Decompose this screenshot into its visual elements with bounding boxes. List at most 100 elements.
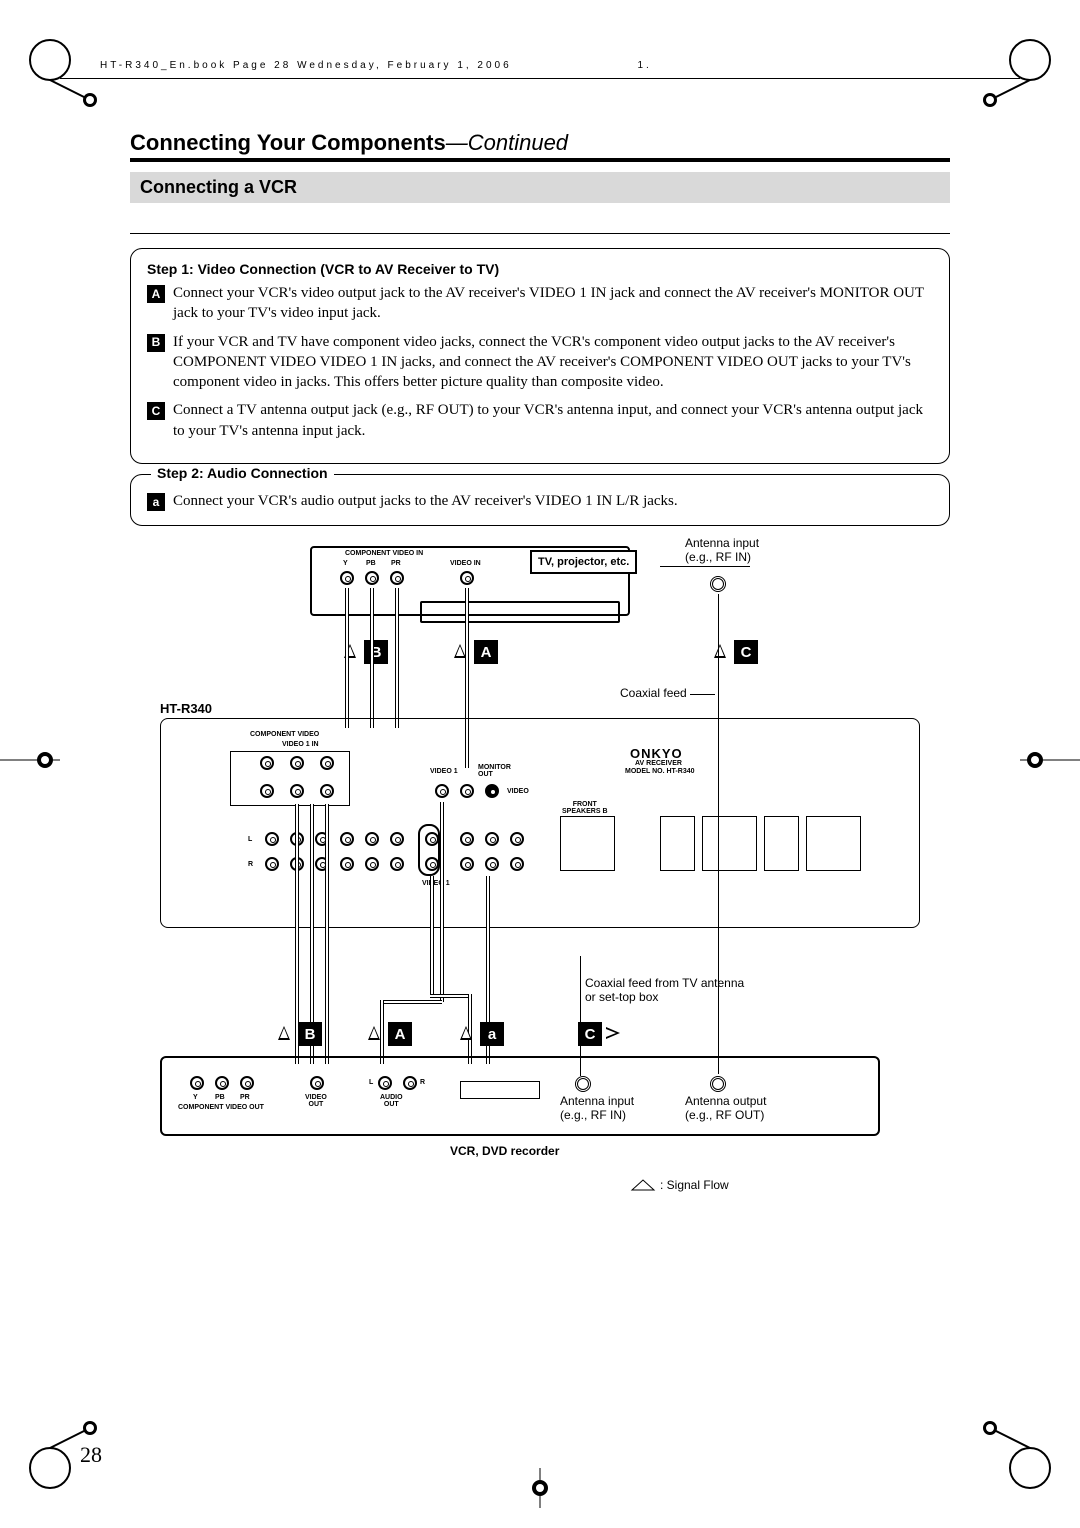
cable-by [345, 588, 349, 728]
antenna-in-bot: Antenna input [560, 1094, 634, 1108]
badge-B-top: B [364, 640, 388, 664]
spk-b [560, 816, 615, 871]
recv-video1in: VIDEO 1 IN [282, 741, 319, 748]
cable-a-btm2 [380, 1000, 384, 1064]
recv-video-lbl: VIDEO [507, 788, 529, 795]
page-number: 28 [80, 1442, 102, 1468]
coax-feed-from: Coaxial feed from TV antenna or set-top … [585, 976, 755, 1004]
a9 [485, 832, 499, 846]
vcr-ant-in [575, 1076, 591, 1092]
tv-pb: PB [366, 560, 376, 567]
tv-jack-video-in [460, 571, 474, 585]
antenna-input-top-sub: (e.g., RF IN) [685, 550, 751, 564]
recv-L: L [248, 836, 252, 843]
a10 [510, 832, 524, 846]
badge-A-bot: A [388, 1022, 412, 1046]
antenna-out-bot: Antenna output [685, 1094, 766, 1108]
cable-a-l [430, 876, 434, 996]
antenna-input-top: Antenna input [685, 536, 759, 550]
badge-a-bot: a [480, 1022, 504, 1046]
vcr-audio-out: AUDIO OUT [380, 1094, 403, 1108]
tv-video-in-label: VIDEO IN [450, 560, 481, 567]
recv-y3 [320, 756, 334, 770]
spk-surr [702, 816, 757, 871]
step1-text-B: If your VCR and TV have component video … [173, 332, 933, 393]
recv-video1-lbl: VIDEO 1 [430, 768, 458, 775]
page-content: Connecting Your Components—Continued Con… [130, 130, 950, 1216]
print-mark-mr [1020, 740, 1080, 780]
arrow-a-bot [460, 1026, 472, 1040]
badge-C: C [147, 402, 165, 420]
vcr-label: VCR, DVD recorder [450, 1144, 559, 1158]
vcr-audio-r [403, 1076, 417, 1090]
arrow-C-top [714, 644, 726, 658]
step1-item-C: C Connect a TV antenna output jack (e.g.… [147, 400, 933, 441]
badge-B: B [147, 334, 165, 352]
receiver-model: HT-R340 [160, 701, 212, 716]
vcr-y [190, 1076, 204, 1090]
recv-y2 [290, 756, 304, 770]
section-title-cont: —Continued [446, 130, 568, 155]
step1-text-C: Connect a TV antenna output jack (e.g., … [173, 400, 933, 441]
cable-bpb [370, 588, 374, 728]
vcr-y-lbl: Y [193, 1094, 198, 1101]
cable-a-lh [430, 994, 470, 998]
vcr-pr [240, 1076, 254, 1090]
vcr-R: R [420, 1079, 425, 1086]
step1-item-A: A Connect your VCR's video output jack t… [147, 283, 933, 324]
step1-item-B: B If your VCR and TV have component vide… [147, 332, 933, 393]
antenna-in-bot-sub: (e.g., RF IN) [560, 1108, 626, 1122]
tv-pr: PR [391, 560, 401, 567]
b5 [365, 857, 379, 871]
badge-C-top: C [734, 640, 758, 664]
section-title: Connecting Your Components—Continued [130, 130, 950, 156]
header-rule [60, 78, 1020, 79]
step2-text-a: Connect your VCR's audio output jacks to… [173, 491, 678, 511]
recv-v1in [435, 784, 449, 798]
print-mark-tr [980, 30, 1060, 110]
badge-A-top: A [474, 640, 498, 664]
b8 [460, 857, 474, 871]
tv-coax-jack [710, 576, 726, 592]
coax-feed-label: Coaxial feed [620, 686, 687, 700]
vcr-pb [215, 1076, 229, 1090]
spk-sub [660, 816, 695, 871]
step2-title: Step 2: Audio Connection [151, 465, 334, 481]
badge-B-bot: B [298, 1022, 322, 1046]
badge-a: a [147, 493, 165, 511]
recv-monout-jack [485, 784, 499, 798]
b9 [485, 857, 499, 871]
vcr-comp-out: COMPONENT VIDEO OUT [178, 1104, 264, 1111]
vcr-video-out-jack [310, 1076, 324, 1090]
leader-ant-top [660, 566, 750, 567]
vcr-ant-out [710, 1076, 726, 1092]
header-strip-right: 1. [637, 60, 651, 71]
cable-bpr [395, 588, 399, 728]
vcr-video-out: VIDEO OUT [305, 1094, 327, 1108]
a6 [390, 832, 404, 846]
tv-y: Y [343, 560, 348, 567]
recv-p3 [320, 784, 334, 798]
arrow-A-bot [368, 1026, 380, 1040]
vcr-pr-lbl: PR [240, 1094, 250, 1101]
rule-thin [130, 233, 950, 234]
arrow-B-bot [278, 1026, 290, 1040]
brand-sub2: MODEL NO. HT-R340 [625, 768, 695, 775]
signal-flow-text: : Signal Flow [660, 1178, 729, 1192]
recv-video1-audio-outline [418, 824, 440, 876]
tv-jack-y [340, 571, 354, 585]
step2-box: Step 2: Audio Connection a Connect your … [130, 474, 950, 526]
arrow-C-bot [606, 1027, 620, 1039]
b1 [265, 857, 279, 871]
recv-video1-lbl2: VIDEO 1 [422, 880, 450, 887]
tv-stand [420, 601, 620, 623]
tv-comp-video-in-label: COMPONENT VIDEO IN [345, 550, 423, 557]
tv-label-box: TV, projector, etc. [530, 550, 637, 574]
recv-v1out [460, 784, 474, 798]
print-mark-tl [20, 30, 100, 110]
recv-y1 [260, 756, 274, 770]
a1 [265, 832, 279, 846]
cable-a-btm1 [440, 802, 444, 1002]
recv-monout: MONITOR OUT [478, 764, 511, 778]
cable-a-h [380, 1000, 442, 1004]
